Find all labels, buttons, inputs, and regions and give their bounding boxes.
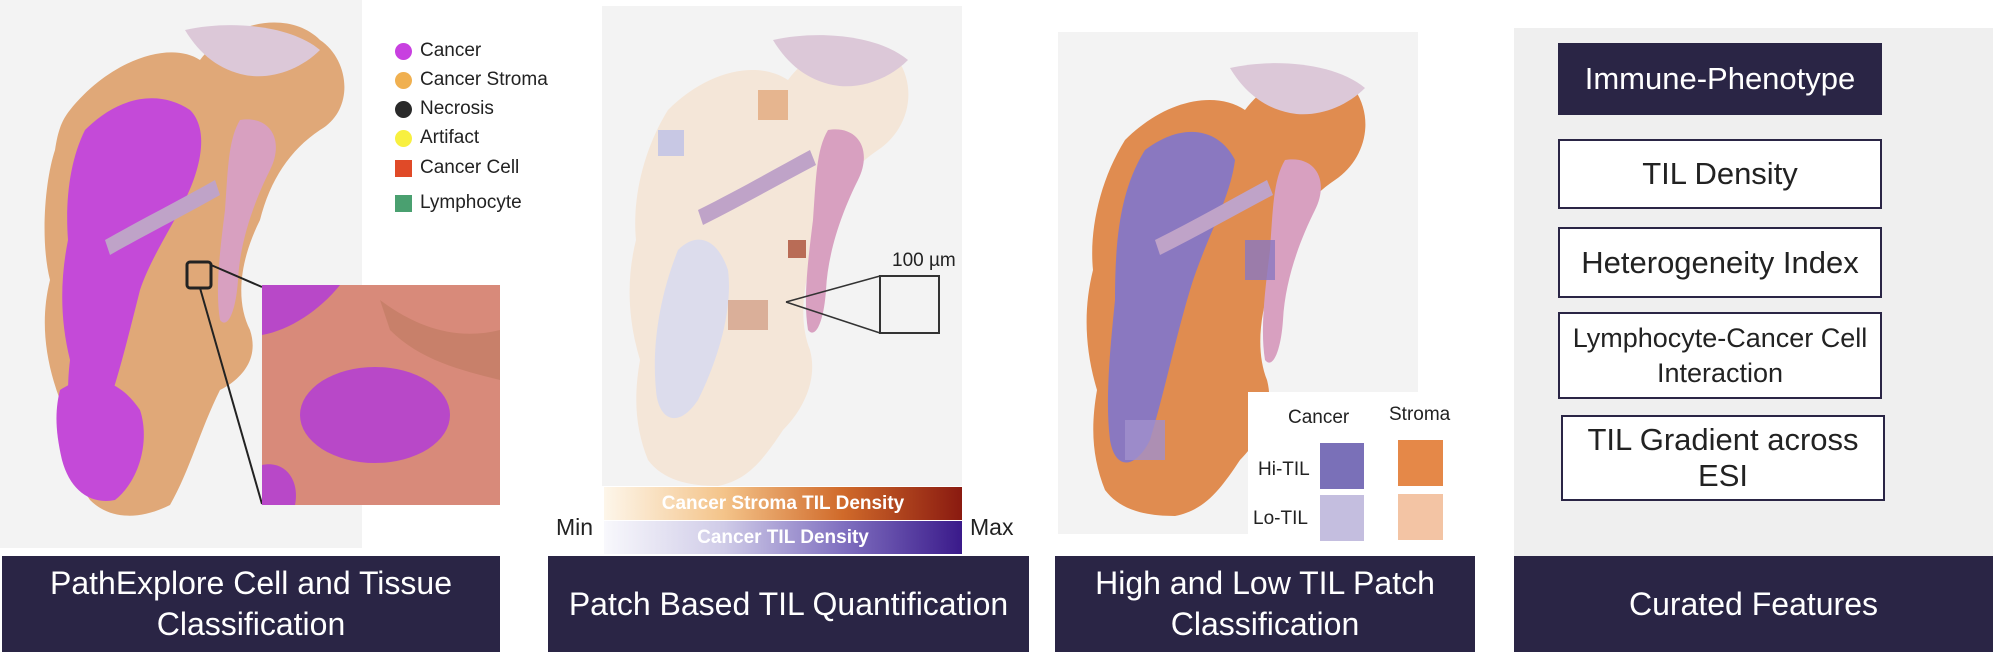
til-density-heatmap-image <box>602 6 962 486</box>
legend-item-artifact: Artifact <box>395 127 479 149</box>
legend-item-lymphocyte: Lymphocyte <box>395 192 522 214</box>
legend-label: Artifact <box>420 127 480 148</box>
swatch-cancer-lo-til <box>1320 495 1364 541</box>
legend-row-lo-til: Lo-TIL <box>1253 508 1308 529</box>
feature-immune-phenotype: Immune-Phenotype <box>1558 43 1882 115</box>
swatch-stroma-lo-til <box>1398 494 1443 540</box>
caption-curated-features: Curated Features <box>1514 556 1993 652</box>
colorbar-max-label: Max <box>970 514 1014 540</box>
tissue-classification-image <box>0 0 500 548</box>
legend-item-necrosis: Necrosis <box>395 98 494 120</box>
legend-label: Cancer Stroma <box>420 69 548 90</box>
legend-label: Necrosis <box>420 98 494 119</box>
til-patch-legend: Cancer Stroma Hi-TIL Lo-TIL <box>1248 392 1478 556</box>
panel-cell-tissue-classification: Cancer Cancer Stroma Necrosis Artifact Cance… <box>0 0 560 654</box>
colorbar-min-label: Min <box>556 514 594 540</box>
legend-col-cancer: Cancer <box>1288 407 1350 428</box>
legend-item-cancer-cell: Cancer Cell <box>395 157 519 179</box>
scale-bar-label: 100 µm <box>892 250 956 271</box>
legend-marker-artifact <box>395 129 412 147</box>
swatch-stroma-hi-til <box>1398 440 1443 486</box>
legend-marker-lymphocyte <box>395 194 412 212</box>
swatch-cancer-hi-til <box>1320 443 1364 489</box>
legend-label: Cancer <box>420 40 482 61</box>
feature-til-gradient: TIL Gradient across ESI <box>1561 415 1885 501</box>
caption-til-patch-classification: High and Low TIL Patch Classification <box>1055 556 1475 652</box>
legend-item-cancer-stroma: Cancer Stroma <box>395 69 548 91</box>
legend-marker-cancer <box>395 42 412 60</box>
cancer-til-density-label: Cancer TIL Density <box>697 526 869 548</box>
legend-marker-necrosis <box>395 100 412 118</box>
caption-til-quantification: Patch Based TIL Quantification <box>548 556 1029 652</box>
caption-cell-tissue: PathExplore Cell and Tissue Classificati… <box>2 556 500 652</box>
panel-til-patch-classification: Cancer Stroma Hi-TIL Lo-TIL High and Low… <box>1055 0 1478 654</box>
stroma-til-density-label: Cancer Stroma TIL Density <box>661 492 905 514</box>
legend-item-cancer: Cancer <box>395 40 481 62</box>
panel-curated-features: Immune-Phenotype TIL Density Heterogenei… <box>1514 0 1993 654</box>
legend-marker-cancer-stroma <box>395 71 412 89</box>
stroma-til-density-colorbar: Cancer Stroma TIL Density <box>604 487 962 520</box>
legend-col-stroma: Stroma <box>1389 404 1451 425</box>
legend-marker-cancer-cell <box>395 159 412 177</box>
cancer-til-density-colorbar: Cancer TIL Density <box>604 521 962 554</box>
legend-label: Cancer Cell <box>420 157 520 178</box>
feature-lymphocyte-cancer-interaction: Lymphocyte-Cancer Cell Interaction <box>1558 312 1882 399</box>
feature-heterogeneity-index: Heterogeneity Index <box>1558 227 1882 298</box>
legend-label: Lymphocyte <box>420 192 522 213</box>
legend-row-hi-til: Hi-TIL <box>1258 459 1310 480</box>
feature-til-density: TIL Density <box>1558 139 1882 209</box>
panel-til-quantification: 100 µm Cancer Stroma TIL Density Cancer … <box>548 0 1029 654</box>
